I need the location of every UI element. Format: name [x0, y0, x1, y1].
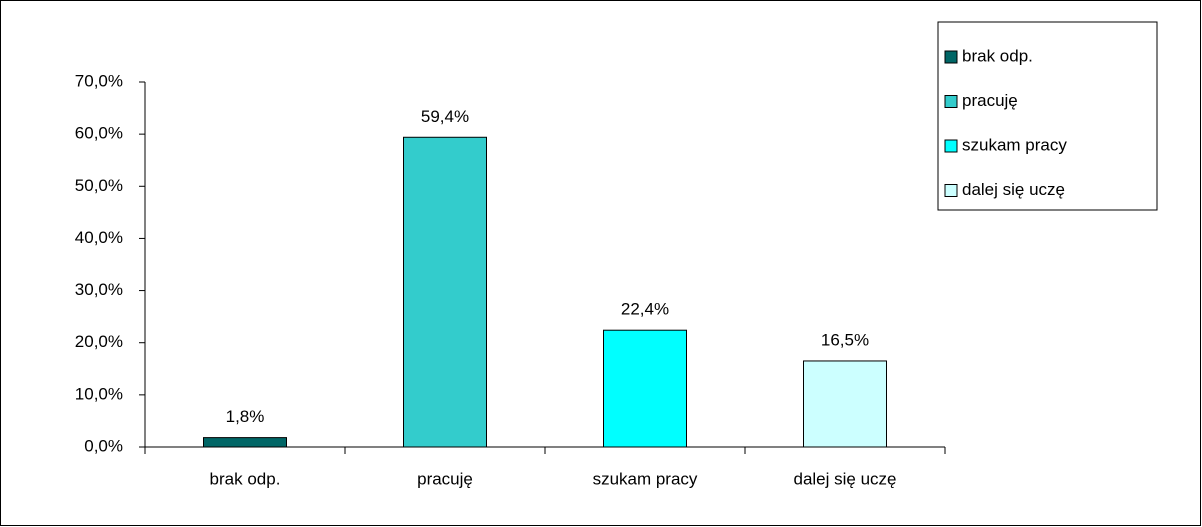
x-tick-label: pracuję — [417, 469, 473, 488]
legend-label: brak odp. — [962, 46, 1033, 65]
y-tick-label: 10,0% — [75, 384, 123, 403]
legend-swatch — [944, 139, 958, 153]
y-tick-label: 40,0% — [75, 228, 123, 247]
bar — [603, 329, 687, 448]
bar — [203, 437, 287, 448]
legend-label: pracuję — [962, 91, 1018, 110]
value-label: 59,4% — [421, 107, 469, 126]
y-tick-label: 70,0% — [75, 71, 123, 90]
y-tick-label: 50,0% — [75, 176, 123, 195]
legend-label: szukam pracy — [962, 135, 1067, 154]
x-tick-label: dalej się uczę — [793, 469, 896, 488]
x-tick-label: szukam pracy — [593, 469, 698, 488]
bar — [403, 136, 487, 448]
legend-swatch — [944, 95, 958, 108]
value-label: 1,8% — [226, 407, 265, 426]
y-tick-label: 0,0% — [84, 436, 123, 455]
x-tick-label: brak odp. — [210, 469, 281, 488]
legend-swatch — [944, 184, 958, 197]
y-tick-label: 30,0% — [75, 280, 123, 299]
legend-swatch — [944, 50, 958, 64]
legend-label: dalej się uczę — [962, 180, 1065, 199]
value-label: 22,4% — [621, 300, 669, 319]
value-label: 16,5% — [821, 330, 869, 349]
legend-box — [937, 21, 1158, 211]
bar — [803, 360, 887, 448]
y-tick-label: 20,0% — [75, 332, 123, 351]
y-tick-label: 60,0% — [75, 124, 123, 143]
